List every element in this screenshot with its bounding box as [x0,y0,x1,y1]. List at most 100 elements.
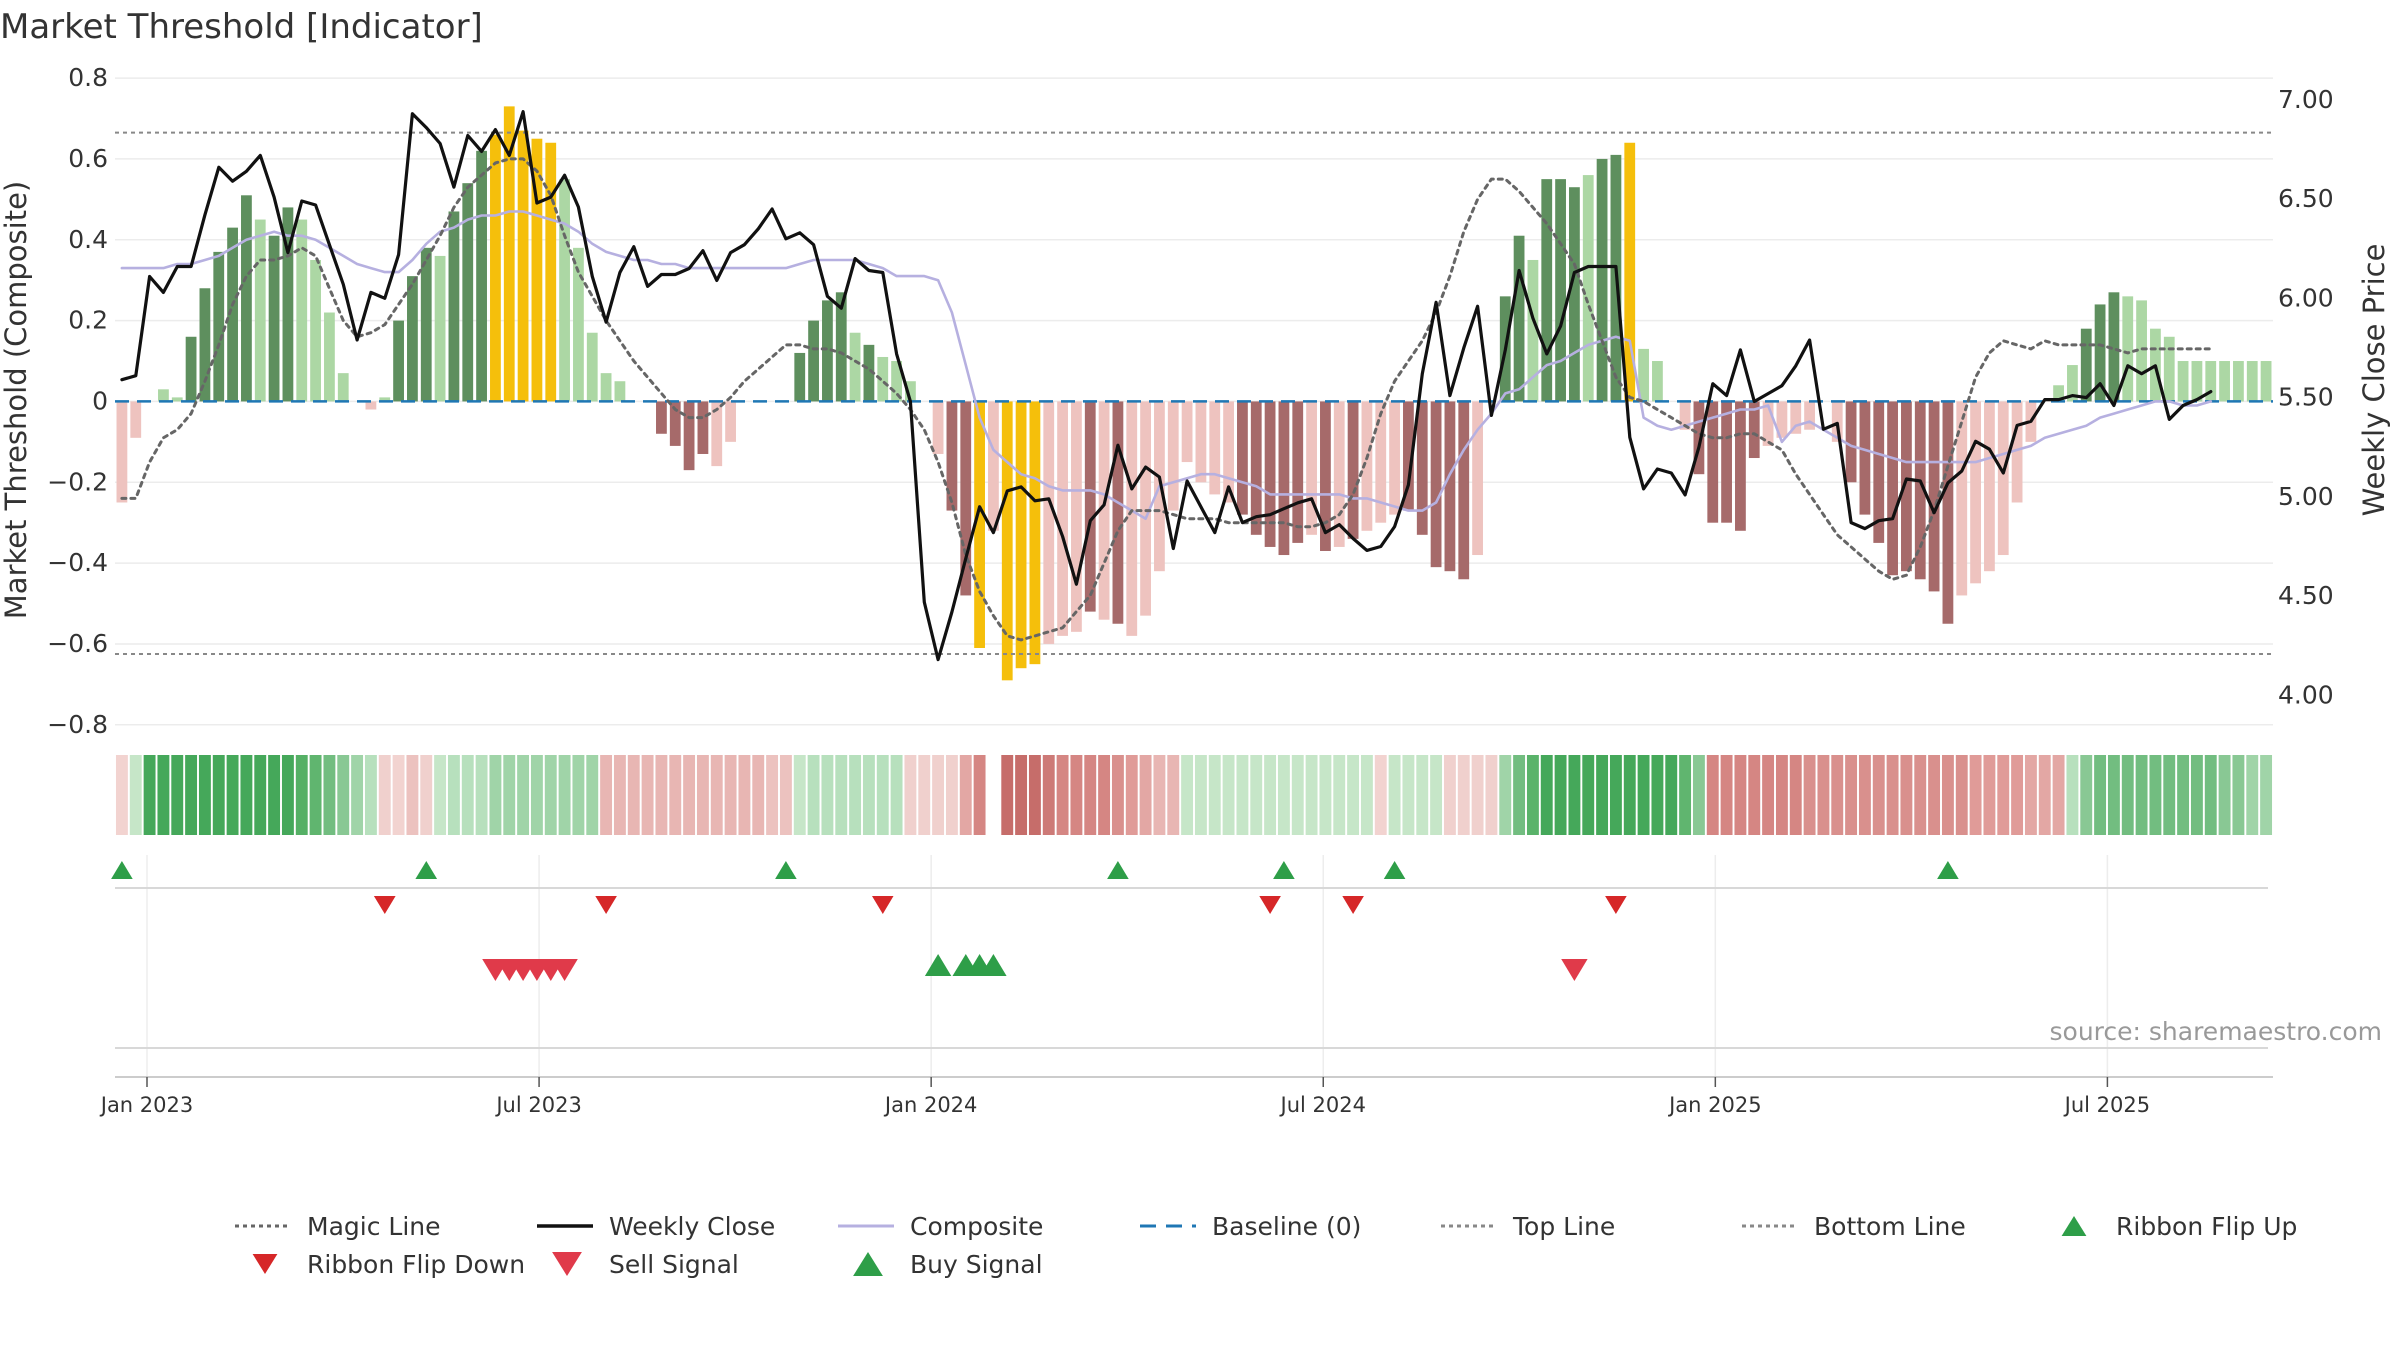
composite-bar [448,211,460,402]
ribbon-cell [1637,755,1650,835]
ribbon-cell [1886,755,1899,835]
composite-bar [199,288,211,402]
ribbon-cell [2232,755,2245,835]
composite-bar [1126,401,1138,636]
ribbon-cell [1222,755,1235,835]
legend-swatch [552,1252,582,1276]
ribbon-cell [364,755,377,835]
ribbon-cell [530,755,543,835]
left-tick-label: −0.8 [47,710,108,739]
ribbon-cell [793,755,806,835]
ribbon-cell [2163,755,2176,835]
ribbon-flip-down-marker [1605,896,1627,914]
ribbon-cell [1748,755,1761,835]
legend-item: Bottom Line [1742,1212,1966,1241]
composite-bar [2011,401,2023,503]
composite-bar [1541,179,1553,402]
composite-bar [2080,328,2092,402]
ribbon-cell [2024,755,2037,835]
ribbon-cell [2066,755,2079,835]
composite-bar [2094,304,2106,402]
composite-bar [1845,401,1857,483]
ribbon-cell [544,755,557,835]
composite-bar [808,320,819,402]
composite-bar [1140,401,1151,616]
composite-bar [1098,401,1110,620]
ribbon-flip-down-marker [1342,896,1364,914]
ribbon-cell [1277,755,1290,835]
ribbon-cell [1651,755,1664,835]
composite-bar [1652,361,1663,402]
ribbon-cell [420,755,433,835]
ribbon-flip-up-marker [111,861,133,879]
legend-swatch [2061,1216,2087,1236]
composite-bar [324,312,335,402]
composite-bar [2177,361,2189,402]
composite-bar [1707,401,1719,523]
ribbon-flip-up-marker [775,861,797,879]
ribbon-cell [600,755,613,835]
composite-bar [1859,401,1871,515]
ribbon-cell [517,755,530,835]
composite-bar [1721,401,1732,523]
ribbon-cell [1347,755,1360,835]
composite-bar [296,219,308,402]
composite-bar [393,320,404,402]
ribbon-flip-down-marker [595,896,617,914]
composite-bar [1748,401,1760,459]
composite-bar [1458,401,1470,580]
composite-bar [1015,401,1027,669]
ribbon-cell [890,755,903,835]
ribbon-cell [1443,755,1456,835]
ribbon-cell [1291,755,1304,835]
ribbon-cell [655,755,668,835]
composite-bar [379,397,391,402]
ribbon-cell [1623,755,1636,835]
ribbon-cell [959,755,972,835]
ribbon-cell [185,755,198,835]
ribbon-cell [1983,755,1996,835]
composite-bar [241,195,252,402]
ribbon-cell [1900,755,1913,835]
ribbon-cell [240,755,253,835]
ribbon-cell [1955,755,1968,835]
legend-item: Weekly Close [537,1212,775,1241]
ribbon-cell [1706,755,1719,835]
legend-swatch [853,1252,883,1276]
ribbon-cell [212,755,225,835]
ribbon-cell [752,755,765,835]
ribbon-cell [1457,755,1470,835]
ribbon-cell [613,755,626,835]
ribbon-cell [558,755,571,835]
ribbon-cell [2094,755,2107,835]
ribbon-cell [129,755,142,835]
composite-bar [434,255,446,402]
legend-label: Bottom Line [1814,1212,1966,1241]
ribbon-cell [1015,755,1028,835]
left-tick-label: −0.6 [47,629,108,658]
ribbon-cell [2107,755,2120,835]
legend-item: Magic Line [235,1212,441,1241]
ribbon-flip-up-marker [1273,861,1295,879]
ribbon-cell [1028,755,1041,835]
left-tick-label: 0.2 [68,306,108,335]
ribbon-cell [1858,755,1871,835]
composite-bar [503,106,515,402]
ribbon-cell [2260,755,2273,835]
ribbon-cell [1181,755,1194,835]
composite-bar [1555,179,1566,402]
ribbon-cell [392,755,405,835]
composite-bar [1001,401,1013,681]
ribbon-cell [1679,755,1692,835]
legend-item: Top Line [1441,1212,1615,1241]
ribbon-flip-up-marker [1107,861,1129,879]
composite-bar [1167,401,1179,511]
ribbon-cell [572,755,585,835]
composite-bar [2122,296,2134,402]
composite-bar [1956,401,1968,596]
ribbon-cell [1568,755,1581,835]
ribbon-cell [351,755,364,835]
ribbon-cell [461,755,474,835]
ribbon-cell [1845,755,1858,835]
composite-bar [1264,401,1276,547]
